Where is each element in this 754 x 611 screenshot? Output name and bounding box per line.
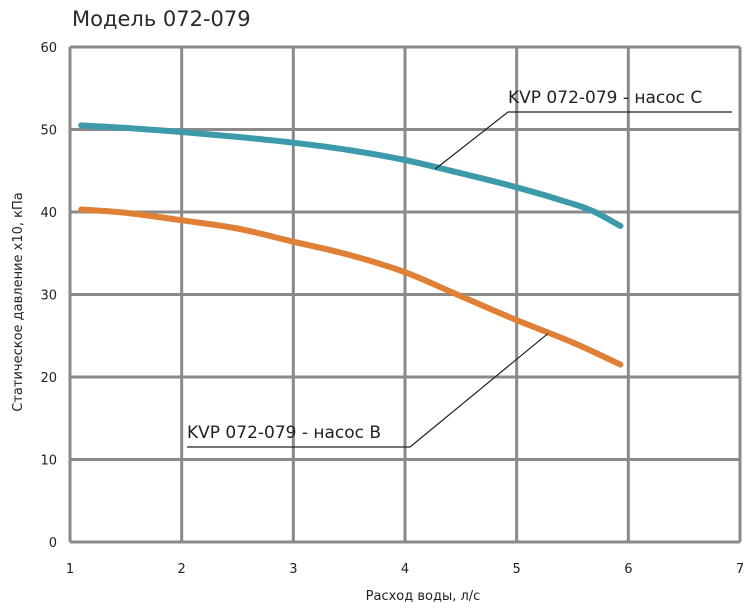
- y-tick-label: 30: [40, 289, 57, 304]
- x-tick-label: 4: [401, 562, 409, 577]
- y-tick-label: 50: [40, 124, 57, 139]
- x-tick-label: 7: [736, 562, 744, 577]
- x-tick-label: 5: [513, 562, 521, 577]
- x-tick-label: 1: [66, 562, 74, 577]
- x-tick-label: 6: [624, 562, 632, 577]
- y-tick-label: 20: [40, 371, 57, 386]
- y-axis-label: Статическое давление х10, кПа: [11, 192, 26, 412]
- series-label-pump-c: KVP 072-079 - насос C: [508, 88, 702, 108]
- leader-line-pump-b: [187, 333, 549, 448]
- x-tick-label: 2: [178, 562, 186, 577]
- chart-title: Модель 072-079: [72, 7, 251, 31]
- y-tick-label: 60: [40, 41, 57, 56]
- series-line-1: [78, 206, 624, 368]
- leader-line-pump-c: [434, 111, 732, 170]
- series-leaders: [187, 111, 732, 448]
- y-tick-label: 10: [40, 454, 57, 469]
- tick-labels: 1 2 3 4 5 6 7 0 10 20 30 40 50 60: [40, 41, 744, 577]
- grid: [68, 45, 742, 544]
- series-label-pump-b: KVP 072-079 - насос B: [187, 423, 381, 443]
- series-line-0: [78, 122, 624, 229]
- series-lines: [78, 122, 624, 368]
- y-tick-label: 40: [40, 206, 57, 221]
- x-axis-label: Расход воды, л/с: [366, 589, 481, 604]
- y-tick-label: 0: [49, 536, 57, 551]
- x-tick-label: 3: [289, 562, 297, 577]
